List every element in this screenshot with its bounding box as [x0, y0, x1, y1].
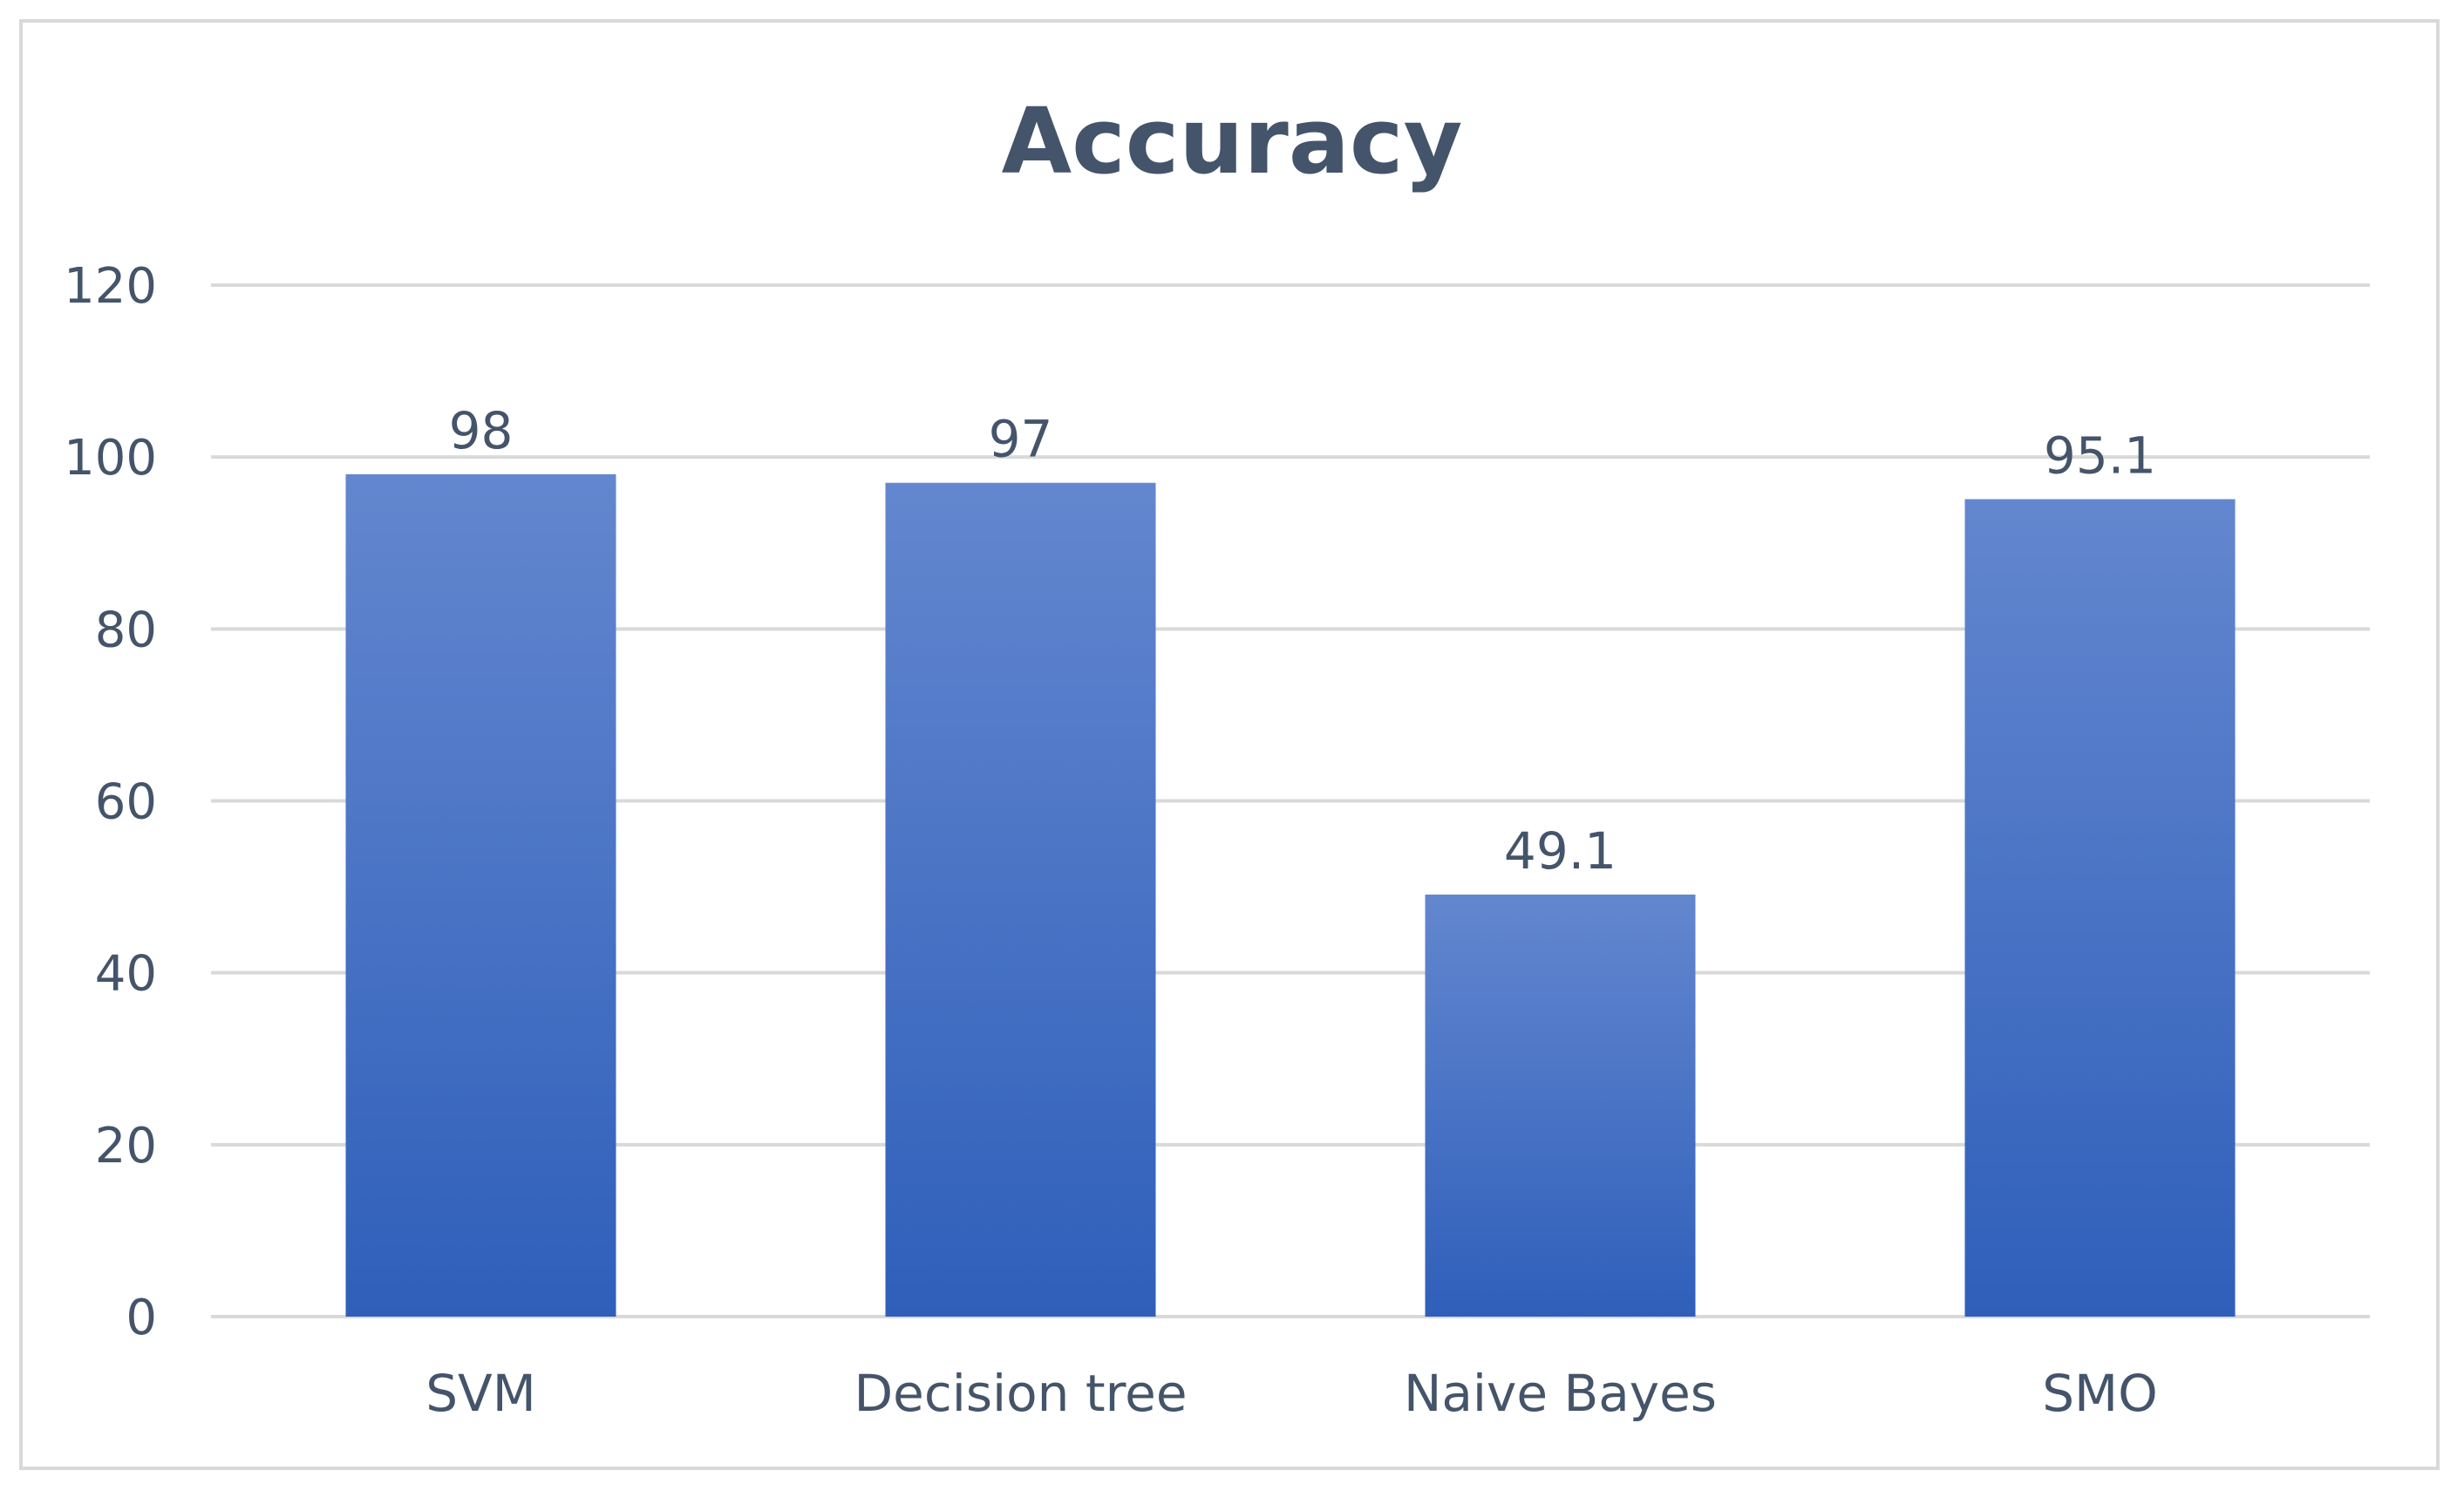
data-labels: 98 97 49.1 95.1 — [449, 401, 2156, 881]
data-label: 95.1 — [2044, 426, 2156, 485]
x-category-label: Decision tree — [854, 1364, 1187, 1423]
bar-smo — [1964, 499, 2236, 1317]
bar-svm — [345, 473, 616, 1317]
y-tick-label: 0 — [126, 1290, 157, 1346]
data-label: 97 — [989, 410, 1053, 469]
x-axis-categories: SVM Decision tree Naive Bayes SMO — [425, 1364, 2158, 1423]
bar-decision-tree — [885, 482, 1156, 1317]
bar-naive-bayes — [1425, 894, 1696, 1317]
x-category-label: SVM — [425, 1364, 536, 1423]
y-axis-ticks: 0 20 40 60 80 100 120 — [64, 258, 157, 1346]
bars — [345, 473, 2236, 1317]
data-label: 49.1 — [1504, 821, 1617, 881]
y-tick-label: 40 — [95, 946, 157, 1003]
data-label: 98 — [449, 401, 514, 460]
y-tick-label: 120 — [64, 258, 157, 315]
y-tick-label: 20 — [95, 1118, 157, 1174]
y-tick-label: 80 — [95, 602, 157, 658]
y-tick-label: 60 — [95, 774, 157, 831]
chart-title: Accuracy — [1002, 88, 1463, 194]
y-tick-label: 100 — [64, 430, 157, 487]
x-category-label: Naive Bayes — [1404, 1364, 1717, 1423]
x-category-label: SMO — [2042, 1364, 2158, 1423]
